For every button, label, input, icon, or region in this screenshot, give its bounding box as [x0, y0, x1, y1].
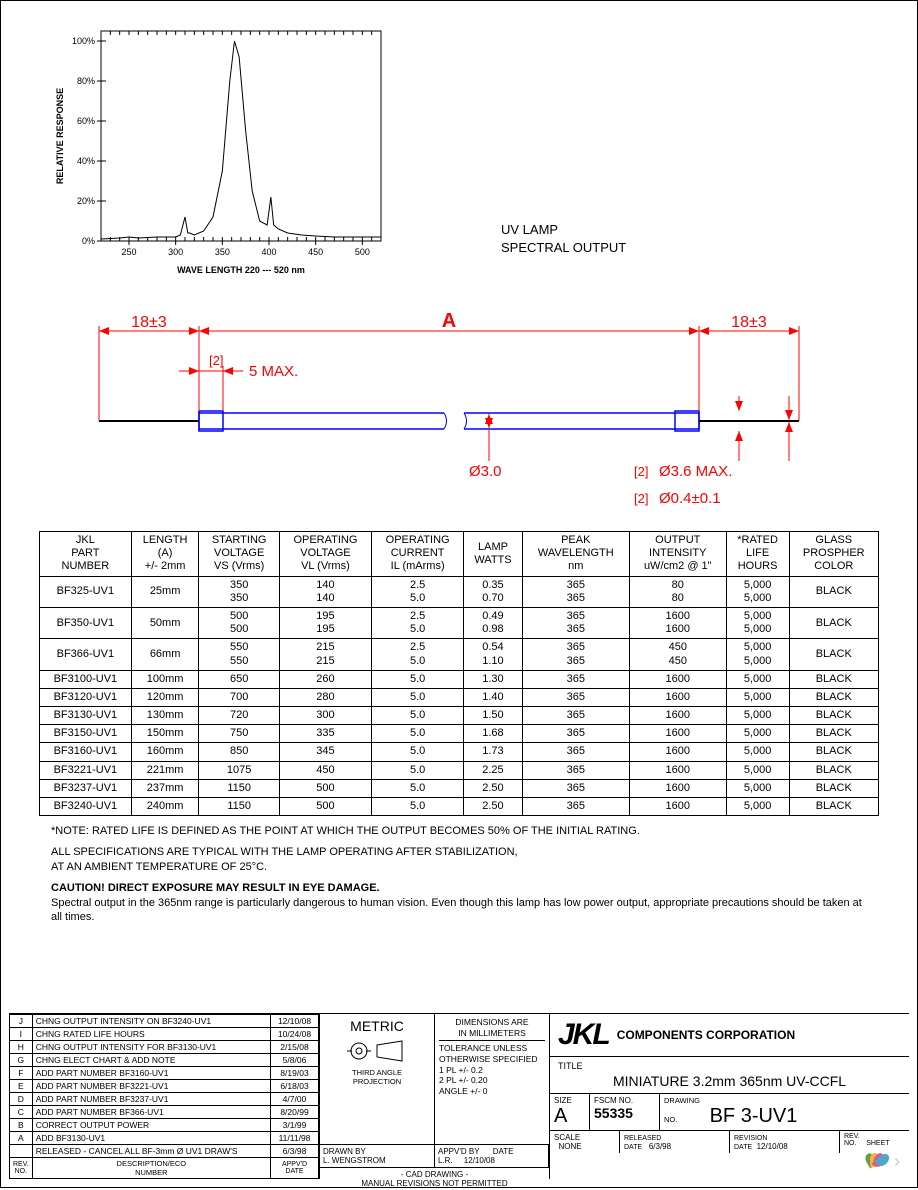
revision-row: RELEASED - CANCEL ALL BF-3mm Ø UV1 DRAW'…	[10, 1145, 319, 1158]
svg-text:400: 400	[261, 247, 276, 257]
revision-row: AADD BF3130-UV111/11/98	[10, 1132, 319, 1145]
scale-cell: SCALE NONE	[550, 1131, 620, 1153]
svg-text:[2]: [2]	[634, 491, 648, 506]
title-block: JCHNG OUTPUT INTENSITY ON BF3240-UV112/1…	[9, 1013, 909, 1179]
revision-table-wrap: JCHNG OUTPUT INTENSITY ON BF3240-UV112/1…	[9, 1014, 319, 1179]
table-row: BF3100-UV1100mm6502605.01.3036516005,000…	[40, 670, 879, 688]
caution-title: CAUTION! DIRECT EXPOSURE MAY RESULT IN E…	[51, 882, 380, 894]
cad-drawing-note: - CAD DRAWING - MANUAL REVISIONS NOT PER…	[320, 1167, 549, 1190]
revision-row: FADD PART NUMBER BF3160-UV18/19/03	[10, 1067, 319, 1080]
caution-note: CAUTION! DIRECT EXPOSURE MAY RESULT IN E…	[51, 881, 867, 926]
revision-date-cell: REVISION DATE 12/10/08	[730, 1131, 840, 1153]
chart-caption: UV LAMP SPECTRAL OUTPUT	[501, 221, 626, 256]
svg-text:60%: 60%	[77, 116, 95, 126]
svg-text:350: 350	[215, 247, 230, 257]
footer-logo-icon: ›	[859, 1145, 907, 1177]
projection-label: THIRD ANGLE PROJECTION	[322, 1068, 432, 1086]
table-row: BF366-UV166mm550 550215 2152.5 5.00.54 1…	[40, 639, 879, 670]
table-header: LENGTH (A) +/- 2mm	[131, 532, 199, 577]
svg-text:450: 450	[308, 247, 323, 257]
drawn-by-cell: DRAWN BY L. WENGSTROM	[320, 1145, 435, 1167]
table-row: BF3160-UV1160mm8503455.01.7336516005,000…	[40, 743, 879, 761]
title-label: TITLE	[558, 1061, 583, 1071]
table-row: BF3237-UV1237mm11505005.02.5036516005,00…	[40, 779, 879, 797]
titleblock-mid: METRIC THIRD ANGLE PROJECTION DIMENSIONS…	[319, 1014, 549, 1179]
drawing-no-cell: DRAWING NO. BF 3-UV1	[660, 1094, 909, 1130]
table-header: LAMP WATTS	[464, 532, 522, 577]
drawing-title: MINIATURE 3.2mm 365nm UV-CCFL	[558, 1073, 901, 1089]
company-name: COMPONENTS CORPORATION	[617, 1028, 795, 1042]
tolerance-text: TOLERANCE UNLESS OTHERWISE SPECIFIED 1 P…	[439, 1043, 545, 1096]
svg-text:40%: 40%	[77, 156, 95, 166]
table-header: OPERATING CURRENT IL (mArms)	[372, 532, 464, 577]
svg-text:300: 300	[168, 247, 183, 257]
revision-row: DADD PART NUMBER BF3237-UV14/7/00	[10, 1093, 319, 1106]
svg-text:5 MAX.: 5 MAX.	[249, 363, 298, 380]
svg-text:20%: 20%	[77, 196, 95, 206]
table-header: OUTPUT INTENSITY uW/cm2 @ 1"	[629, 532, 726, 577]
table-header: OPERATING VOLTAGE VL (Vrms)	[279, 532, 371, 577]
dimension-drawing: A 18±3 18±3 [2] 5 MAX. Ø3.0 [2] Ø3.6 MAX. [2] Ø0.…	[59, 311, 859, 521]
svg-text:0%: 0%	[82, 236, 95, 246]
revision-row: HCHNG OUTPUT INTENSITY FOR BF3130-UV12/1…	[10, 1041, 319, 1054]
table-row: BF3150-UV1150mm7503355.01.6836516005,000…	[40, 725, 879, 743]
metric-label: METRIC	[322, 1018, 432, 1034]
spec-table: JKL PART NUMBERLENGTH (A) +/- 2mmSTARTIN…	[39, 531, 879, 816]
table-header: PEAK WAVELENGTH nm	[522, 532, 629, 577]
dimensions-header: DIMENSIONS ARE IN MILLIMETERS	[439, 1017, 545, 1041]
table-row: BF350-UV150mm500 500195 1952.5 5.00.49 0…	[40, 607, 879, 638]
table-header: JKL PART NUMBER	[40, 532, 132, 577]
note-specs: ALL SPECIFICATIONS ARE TYPICAL WITH THE …	[51, 845, 867, 875]
svg-text:18±3: 18±3	[131, 314, 167, 331]
revision-row: EADD PART NUMBER BF3221-UV16/18/03	[10, 1080, 319, 1093]
table-row: BF3120-UV1120mm7002805.01.4036516005,000…	[40, 688, 879, 706]
revision-row: BCORRECT OUTPUT POWER3/1/99	[10, 1119, 319, 1132]
svg-text:[2]: [2]	[634, 464, 648, 479]
projection-icon	[347, 1038, 407, 1064]
table-row: BF3240-UV1240mm11505005.02.5036516005,00…	[40, 798, 879, 816]
table-row: BF3221-UV1221mm10754505.02.2536516005,00…	[40, 761, 879, 779]
table-row: BF3130-UV1130mm7203005.01.5036516005,000…	[40, 707, 879, 725]
approved-cell: APPV'D BY DATE L.R. 12/10/08	[435, 1145, 549, 1167]
note-rated-life: *NOTE: RATED LIFE IS DEFINED AS THE POIN…	[51, 824, 867, 839]
chart-caption-2: SPECTRAL OUTPUT	[501, 240, 626, 255]
revision-row: JCHNG OUTPUT INTENSITY ON BF3240-UV112/1…	[10, 1015, 319, 1028]
chart-caption-1: UV LAMP	[501, 222, 558, 237]
svg-text:500: 500	[355, 247, 370, 257]
notes-section: *NOTE: RATED LIFE IS DEFINED AS THE POIN…	[51, 824, 867, 925]
svg-text:18±3: 18±3	[731, 314, 767, 331]
svg-text:250: 250	[121, 247, 136, 257]
svg-text:A: A	[442, 311, 456, 332]
svg-text:100%: 100%	[72, 36, 95, 46]
table-header: STARTING VOLTAGE VS (Vrms)	[199, 532, 279, 577]
table-header: GLASS PROSPHER COLOR	[789, 532, 878, 577]
fscm-cell: FSCM NO. 55335	[590, 1094, 660, 1130]
caution-body: Spectral output in the 365nm range is pa…	[51, 897, 862, 924]
svg-text:Ø3.6 MAX.: Ø3.6 MAX.	[659, 463, 732, 480]
jkl-logo: JKL	[558, 1018, 609, 1052]
size-cell: SIZE A	[550, 1094, 590, 1130]
table-row: BF325-UV125mm350 350140 1402.5 5.00.35 0…	[40, 576, 879, 607]
revision-table: JCHNG OUTPUT INTENSITY ON BF3240-UV112/1…	[9, 1014, 319, 1179]
released-cell: RELEASED DATE 6/3/98	[620, 1131, 730, 1153]
svg-text:[2]: [2]	[209, 353, 223, 368]
svg-text:RELATIVE RESPONSE: RELATIVE RESPONSE	[55, 88, 65, 184]
revision-row: ICHNG RATED LIFE HOURS10/24/08	[10, 1028, 319, 1041]
svg-text:80%: 80%	[77, 76, 95, 86]
svg-text:Ø3.0: Ø3.0	[469, 463, 502, 480]
spectral-chart: 0% 20% 40% 60% 80% 100% 250 300 350 400 450 500 WAVE…	[51, 21, 391, 281]
svg-text:Ø0.4±0.1: Ø0.4±0.1	[659, 490, 721, 507]
revision-row: CADD PART NUMBER BF366-UV18/20/99	[10, 1106, 319, 1119]
svg-text:WAVE LENGTH 220 --- 520 nm: WAVE LENGTH 220 --- 520 nm	[177, 265, 305, 275]
table-header: *RATED LIFE HOURS	[726, 532, 789, 577]
titleblock-right: JKL COMPONENTS CORPORATION TITLE MINIATU…	[549, 1014, 909, 1179]
revision-row: GCHNG ELECT CHART & ADD NOTE5/8/06	[10, 1054, 319, 1067]
